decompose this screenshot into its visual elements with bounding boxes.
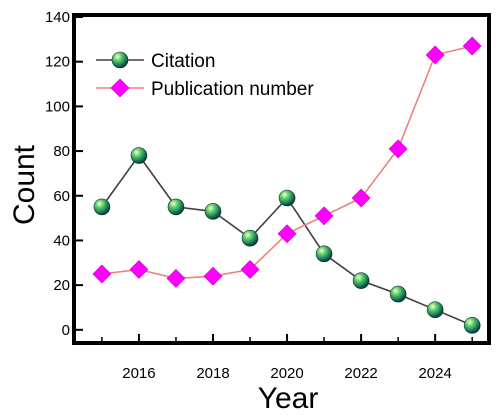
point-publication bbox=[166, 269, 186, 288]
x-tick-label: 2022 bbox=[344, 365, 377, 382]
point-publication bbox=[388, 139, 408, 159]
y-tick-label: 60 bbox=[53, 188, 70, 205]
x-tick-label: 2018 bbox=[196, 365, 229, 382]
point-citation bbox=[315, 245, 333, 263]
legend: Citation Publication number bbox=[96, 51, 314, 100]
point-publication bbox=[462, 36, 482, 56]
point-citation bbox=[463, 317, 481, 334]
y-axis: 0 20 40 60 80 100 120 140 bbox=[45, 9, 83, 339]
series-layer bbox=[92, 36, 482, 334]
x-axis: 2016 2018 2020 2022 2024 bbox=[101, 334, 473, 382]
point-citation bbox=[426, 301, 444, 319]
y-tick-label: 100 bbox=[45, 98, 70, 115]
y-tick-label: 80 bbox=[53, 143, 70, 160]
point-citation bbox=[93, 198, 111, 216]
point-citation bbox=[167, 198, 185, 216]
point-publication bbox=[240, 260, 260, 279]
point-citation bbox=[389, 285, 407, 303]
point-publication bbox=[425, 45, 445, 65]
legend-label-publication: Publication number bbox=[151, 79, 314, 100]
x-tick-label: 2020 bbox=[270, 365, 303, 382]
plot-frame bbox=[72, 13, 491, 345]
legend-label-citation: Citation bbox=[151, 51, 215, 72]
y-tick-label: 40 bbox=[53, 232, 70, 249]
x-axis-title: Year bbox=[258, 382, 319, 415]
point-publication bbox=[351, 188, 371, 208]
point-citation bbox=[204, 203, 222, 220]
y-axis-title: Count bbox=[8, 144, 41, 225]
point-publication bbox=[129, 260, 149, 279]
point-citation bbox=[130, 147, 148, 164]
y-tick-label: 20 bbox=[53, 277, 70, 294]
point-publication bbox=[277, 224, 297, 244]
point-citation bbox=[241, 229, 259, 247]
point-citation bbox=[278, 189, 296, 207]
legend-marker-citation bbox=[111, 51, 129, 69]
y-tick-label: 120 bbox=[45, 54, 70, 71]
legend-marker-publication bbox=[110, 78, 130, 98]
point-publication bbox=[203, 266, 223, 286]
point-publication bbox=[314, 206, 334, 226]
y-tick-label: 0 bbox=[62, 322, 70, 339]
point-citation bbox=[352, 272, 370, 289]
point-publication bbox=[92, 264, 112, 284]
y-tick-label: 140 bbox=[45, 9, 70, 26]
x-tick-label: 2024 bbox=[418, 365, 451, 382]
x-tick-label: 2016 bbox=[122, 365, 155, 382]
